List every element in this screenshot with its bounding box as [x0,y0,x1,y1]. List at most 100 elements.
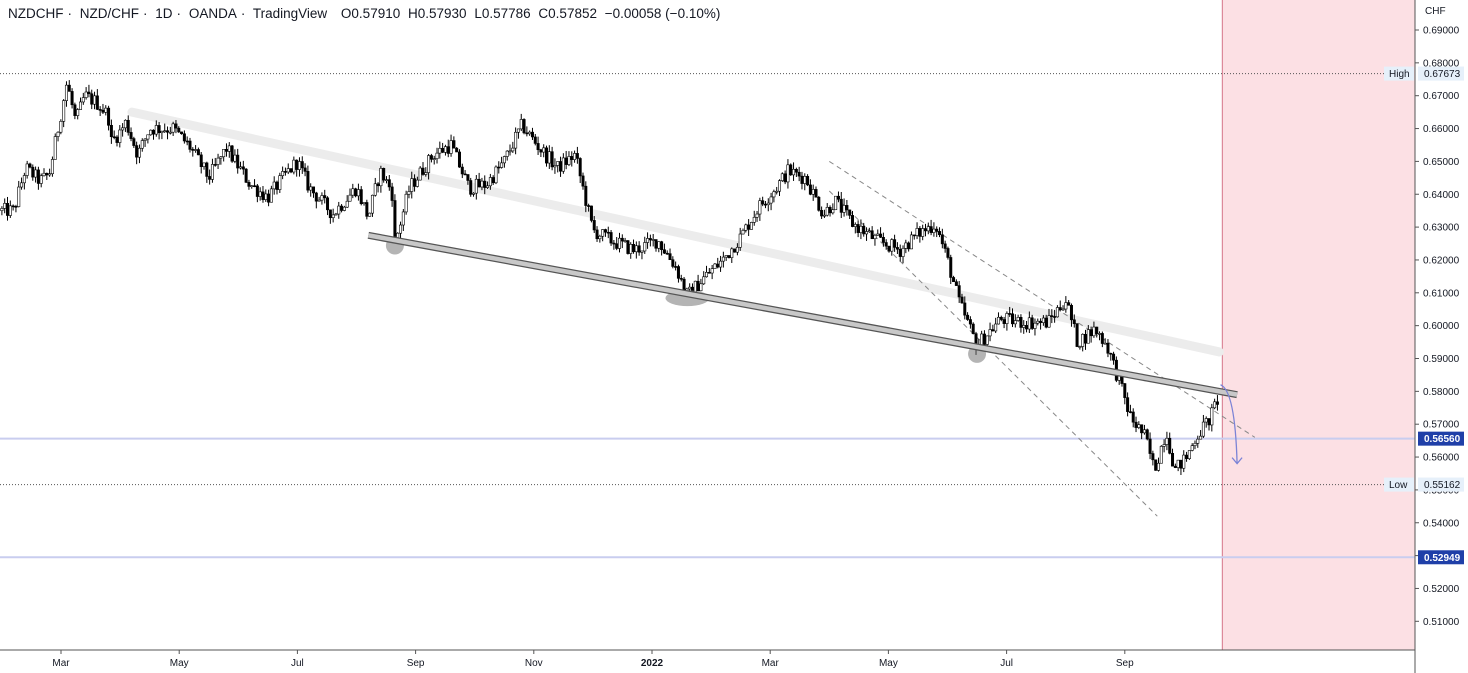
candle-body [292,159,296,173]
candle [545,145,549,167]
candle-body [758,200,762,215]
candle-body [446,146,450,154]
candle-body [570,156,574,160]
candle [17,180,21,208]
candle [368,212,372,217]
candle [373,177,377,197]
candle [932,222,936,237]
candle-body [786,164,790,183]
candle-body [749,222,753,230]
candle [890,238,894,256]
candle [539,148,543,157]
candle [365,199,369,220]
candle [561,153,565,174]
candle [64,81,68,107]
candle-body [651,239,655,241]
candle [1078,345,1082,350]
candle [879,227,883,239]
price-tick-label: 0.61000 [1423,288,1460,299]
candle-body [297,161,301,170]
candle-body [326,197,330,211]
candle [236,148,240,174]
candle [626,240,630,255]
candle [345,195,349,208]
candle-body [196,149,200,156]
candle-body [946,248,950,258]
candle [477,172,481,188]
candle-body [1112,353,1116,361]
candle-body [182,133,186,142]
candle [216,153,220,170]
low-value-box [1418,477,1464,492]
level-2-badge [1418,550,1464,565]
candle-body [907,242,911,250]
candle-body [149,129,153,136]
candle-body [867,230,871,233]
candle-body [0,208,4,211]
candle-body [713,263,717,269]
candle-body [637,245,641,253]
candle [865,227,869,241]
candle [1210,403,1214,432]
candle [617,232,621,253]
candle [1053,309,1057,323]
candle-body [31,166,35,178]
candle [907,241,911,252]
candle-body [634,245,638,253]
candle [424,167,428,177]
candle-body [1044,317,1048,328]
candle [379,165,383,193]
candle-body [166,130,170,133]
candle [93,91,97,110]
candle [472,192,476,197]
candle-body [303,167,307,172]
level-2-value: 0.52949 [1424,553,1461,564]
candle [101,103,105,115]
candle [887,245,891,253]
candle [778,179,782,196]
candle-body [559,161,563,172]
candle-body [629,244,633,254]
candle-body [671,259,675,267]
candle [1005,311,1009,331]
candle [1137,421,1141,430]
candle [401,209,405,231]
symbol-code[interactable]: NZDCHF [8,6,64,21]
candle-body [3,203,7,209]
candle [643,236,647,254]
candle [121,123,125,137]
candle [971,322,975,335]
candle-body [595,229,599,240]
candle-body [118,129,122,143]
candle-body [42,172,46,177]
low-tag-box [1384,477,1414,492]
candle-body [123,119,127,129]
sep-3: · [176,6,182,21]
candle [730,247,734,263]
candle-body [1086,329,1090,344]
candle [191,147,195,157]
candle [59,119,63,135]
candle-body [525,132,529,135]
time-tick-label: Sep [407,658,425,669]
interval[interactable]: 1D [155,6,173,21]
candle-body [309,186,313,191]
candle [946,246,950,260]
candle-body [879,233,883,238]
candle-body [272,181,276,190]
candle-body [825,207,829,216]
sep-1: · [67,6,73,21]
candle-body [929,226,933,233]
candle-body [418,167,422,181]
candle-body [1204,418,1208,423]
candle [940,228,944,249]
candle-body [460,166,464,175]
candle-body [289,168,293,173]
change-value: −0.00058 (−0.10%) [604,6,721,21]
price-tick-label: 0.60000 [1423,321,1460,332]
candle-body [1140,424,1144,434]
candle [578,157,582,184]
candle [185,136,189,146]
